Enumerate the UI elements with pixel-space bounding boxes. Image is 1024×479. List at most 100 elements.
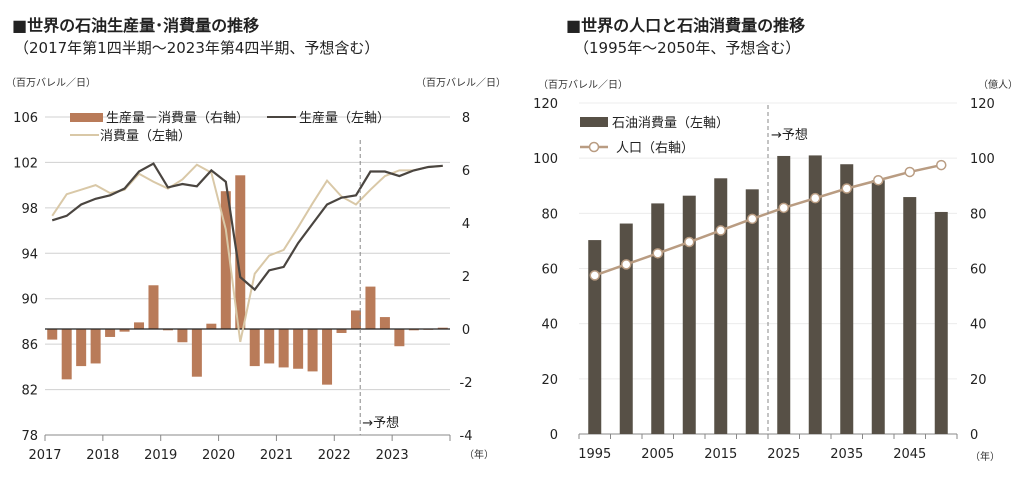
left-y-tick-label: 106 — [13, 111, 38, 126]
right-y-tick-label: 40 — [970, 318, 987, 333]
population-marker — [715, 225, 726, 236]
right-y-tick-label: 2 — [462, 270, 470, 285]
left-y-tick-label: 0 — [550, 428, 558, 443]
bar-supply-minus-demand — [235, 175, 246, 329]
bar-oil-consumption — [651, 203, 665, 434]
right-y-tick-label: 0 — [970, 428, 978, 443]
right-chart-subtitle: （1995年～2050年、予想含む） — [574, 39, 801, 57]
population-marker — [652, 248, 663, 259]
bar-supply-minus-demand — [307, 329, 318, 372]
bar-supply-minus-demand — [220, 191, 231, 329]
legend-label-oil-consumption: 石油消費量（左軸） — [612, 116, 729, 131]
left-y-tick-label: 82 — [21, 384, 38, 399]
bar-supply-minus-demand — [394, 329, 405, 347]
right-y-tick-label: 100 — [970, 152, 995, 167]
population-marker — [873, 174, 884, 186]
forecast-label: →予想 — [771, 127, 808, 143]
forecast-label: →予想 — [362, 415, 399, 431]
bar-supply-minus-demand — [264, 329, 275, 364]
left-y-tick-label: 60 — [541, 263, 558, 278]
right-y-tick-label: 8 — [462, 111, 470, 126]
right-y-tick-label: -4 — [460, 429, 473, 444]
left-chart-right-unit: （百万バレル／日） — [416, 78, 506, 89]
bar-supply-minus-demand — [322, 329, 333, 385]
population-marker — [810, 192, 821, 204]
population-marker — [841, 183, 852, 194]
x-tick-label: 2015 — [704, 447, 737, 462]
bar-oil-consumption — [777, 155, 791, 434]
bar-supply-minus-demand — [336, 329, 347, 333]
population-marker — [778, 202, 789, 214]
x-tick-label: 2025 — [767, 447, 800, 462]
left-y-tick-label: 102 — [13, 156, 38, 171]
left-y-tick-label: 100 — [533, 152, 558, 167]
x-tick-label: 2021 — [260, 448, 293, 463]
left-y-tick-label: 94 — [21, 247, 38, 262]
legend-label-population: 人口（右軸） — [616, 141, 694, 156]
bar-oil-consumption — [903, 197, 917, 434]
population-marker — [621, 259, 632, 270]
left-chart-left-unit: （百万バレル／日） — [6, 78, 96, 89]
left-chart-title: ■世界の石油生産量･消費量の推移 — [12, 16, 260, 35]
legend-label-consumption: 消費量（左軸） — [100, 129, 191, 144]
bar-oil-consumption — [682, 195, 696, 434]
x-tick-label: 2022 — [318, 448, 351, 463]
right-y-tick-label: 80 — [970, 207, 987, 222]
bar-supply-minus-demand — [437, 327, 448, 329]
x-tick-label: 2035 — [830, 447, 863, 462]
left-y-tick-label: 40 — [541, 318, 558, 333]
line-production — [51, 162, 443, 292]
bar-oil-consumption — [619, 223, 633, 434]
x-tick-label: 2045 — [893, 447, 926, 462]
x-tick-label: 2018 — [86, 448, 119, 463]
right-y-tick-label: 6 — [462, 164, 470, 179]
bar-supply-minus-demand — [90, 329, 101, 364]
bar-supply-minus-demand — [350, 310, 361, 329]
bar-oil-consumption — [871, 180, 885, 434]
left-y-tick-label: 90 — [21, 293, 38, 308]
x-tick-label: 2017 — [28, 448, 61, 463]
bar-supply-minus-demand — [249, 329, 260, 367]
left-y-tick-label: 98 — [21, 202, 38, 217]
population-marker — [904, 166, 915, 178]
right-y-tick-label: -2 — [460, 376, 473, 391]
bar-oil-consumption — [934, 211, 948, 434]
right-chart-x-unit: （年） — [970, 452, 1000, 463]
x-tick-label: 2019 — [144, 448, 177, 463]
right-chart-title: ■世界の人口と石油消費量の推移 — [566, 16, 806, 35]
legend-label-production: 生産量（左軸） — [299, 110, 390, 126]
x-tick-label: 2005 — [641, 447, 674, 462]
bar-supply-minus-demand — [278, 329, 289, 368]
bar-supply-minus-demand — [162, 329, 173, 331]
x-tick-label: 2023 — [376, 448, 409, 463]
right-y-tick-label: 0 — [462, 323, 470, 338]
left-y-tick-label: 78 — [21, 429, 38, 444]
bar-supply-minus-demand — [177, 329, 188, 343]
bar-supply-minus-demand — [379, 317, 390, 329]
right-y-tick-label: 4 — [462, 217, 470, 232]
bar-supply-minus-demand — [61, 329, 72, 380]
bar-supply-minus-demand — [148, 285, 159, 329]
right-chart-right-unit: （億人） — [978, 80, 1018, 91]
population-marker — [747, 213, 758, 225]
right-y-tick-label: 60 — [970, 263, 987, 278]
bar-supply-minus-demand — [119, 329, 130, 332]
right-chart-left-unit: （百万バレル／日） — [538, 80, 628, 91]
left-chart-x-unit: （年） — [464, 450, 494, 461]
population-marker — [589, 270, 600, 281]
legend-swatch-bar — [580, 117, 608, 127]
left-chart-subtitle: （2017年第1四半期～2023年第4四半期、予想含む） — [14, 39, 380, 57]
left-y-tick-label: 80 — [541, 207, 558, 222]
left-y-tick-label: 20 — [541, 373, 558, 388]
bar-supply-minus-demand — [293, 329, 304, 369]
bar-supply-minus-demand — [365, 286, 376, 329]
bar-supply-minus-demand — [47, 329, 58, 340]
legend-swatch-bar — [70, 113, 103, 122]
bar-oil-consumption — [714, 178, 728, 434]
x-tick-label: 1995 — [578, 447, 611, 462]
bar-supply-minus-demand — [191, 329, 202, 377]
population-marker — [936, 159, 947, 171]
right-y-tick-label: 20 — [970, 373, 987, 388]
population-marker — [684, 236, 695, 248]
